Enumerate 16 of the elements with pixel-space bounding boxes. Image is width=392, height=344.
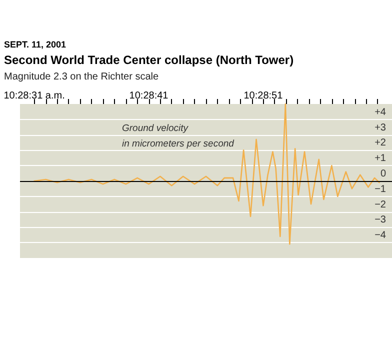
x-tick-label: 10:28:31 a.m. (4, 90, 65, 102)
y-tick-label: −2 (374, 199, 386, 210)
chart-subtitle: Magnitude 2.3 on the Richter scale (4, 72, 159, 82)
y-tick-label: +3 (374, 122, 386, 134)
y-tick-label: −1 (374, 184, 386, 195)
chart-title: Second World Trade Center collapse (North Tower) (4, 53, 294, 67)
text: SEPT. 11, 2001 (4, 40, 66, 50)
y-tick-label: −4 (374, 230, 386, 242)
y-tick-label: −3 (374, 214, 386, 226)
y-axis-title: Ground velocity in micrometers per second (122, 122, 235, 150)
x-tick-label: 10:28:51 (244, 90, 284, 102)
y-tick-label: +4 (374, 106, 386, 118)
y-tick-label: +2 (374, 138, 386, 149)
y-tick-label: 0 (380, 168, 386, 180)
y-tick-label: +1 (374, 153, 386, 164)
x-tick-label: 10:28:41 (129, 90, 169, 102)
